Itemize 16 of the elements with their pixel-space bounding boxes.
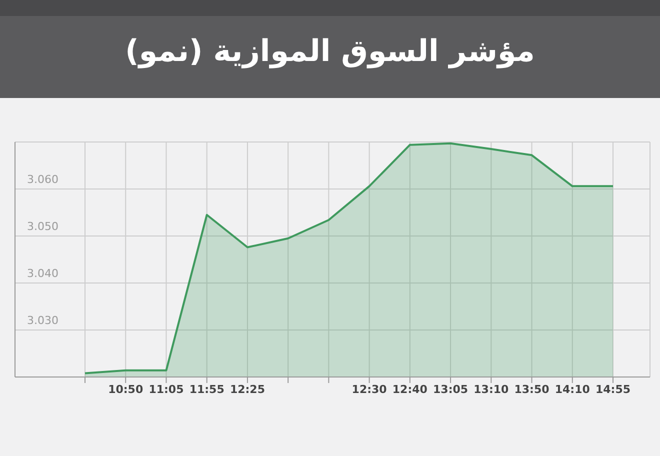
- x-tick-label: 14:10: [554, 382, 590, 396]
- x-tick-label: 12:40: [392, 382, 428, 396]
- x-tick-label: 13:10: [474, 382, 510, 396]
- x-tick-label: 12:30: [352, 382, 388, 396]
- x-tick-label: 10:50: [108, 382, 144, 396]
- x-tick-label: 11:55: [189, 382, 224, 396]
- chart-title: مؤشر السوق الموازية (نمو): [124, 34, 536, 69]
- x-tick-label: 13:50: [514, 382, 550, 396]
- x-tick-label: 14:55: [595, 382, 631, 396]
- x-tick-label: 13:05: [433, 382, 468, 396]
- x-tick-label: 12:25: [230, 382, 265, 396]
- y-tick-label: 3.060: [27, 172, 58, 186]
- y-tick-label: 3.030: [27, 314, 58, 327]
- y-tick-label: 3.040: [27, 266, 58, 280]
- y-tick-label: 3.050: [27, 220, 58, 233]
- x-tick-label: 11:05: [148, 382, 184, 396]
